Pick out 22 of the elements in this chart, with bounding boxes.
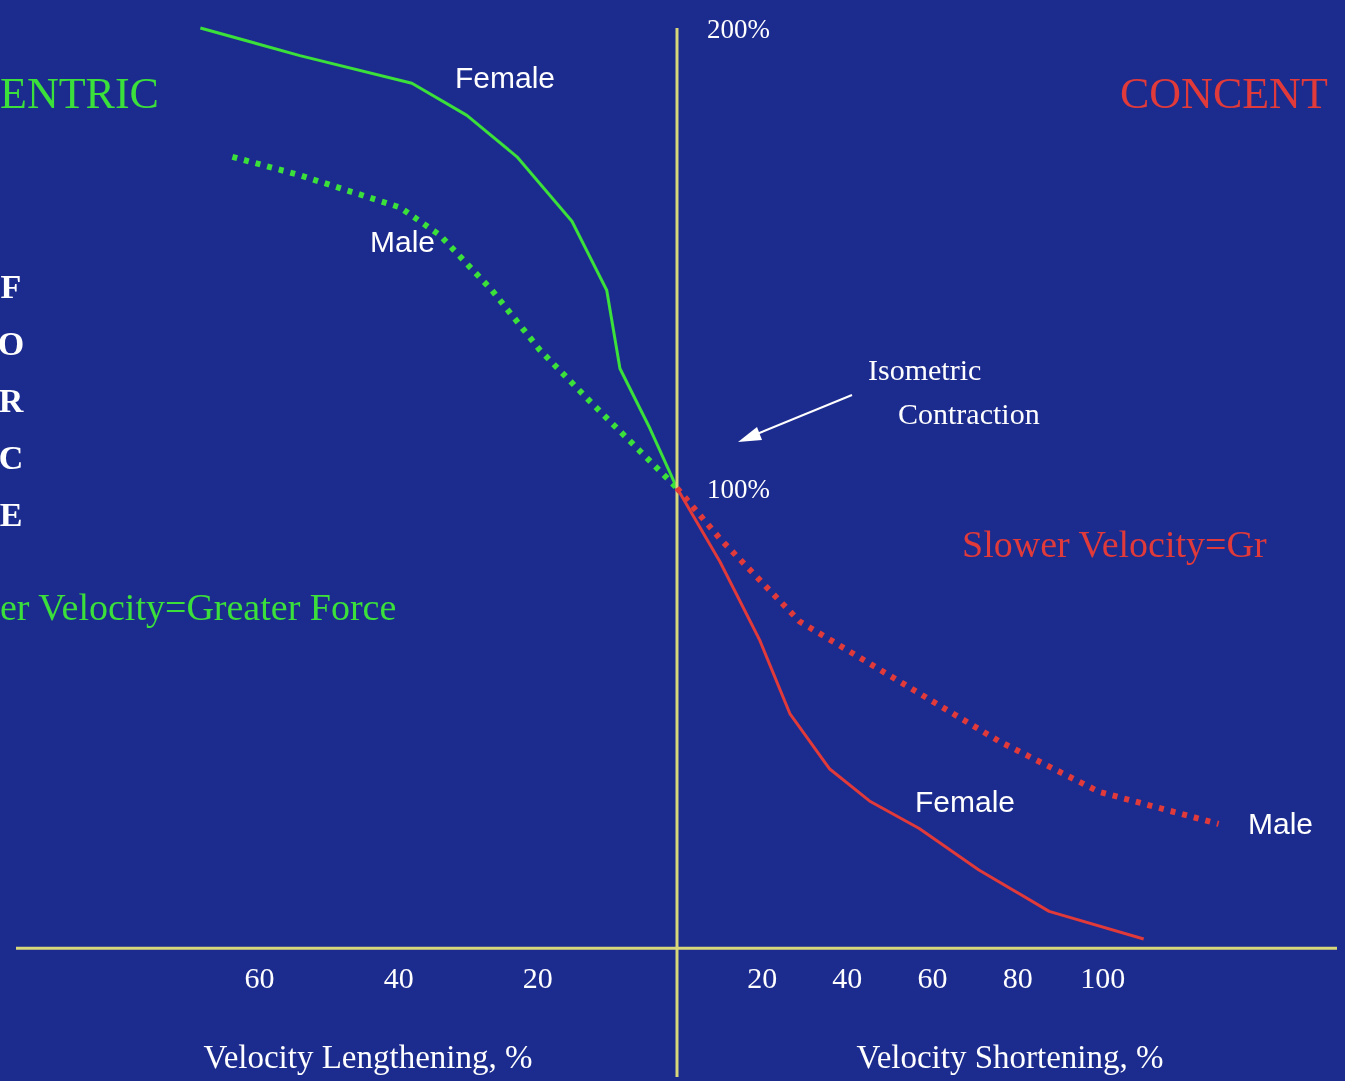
annotation: Isometric Contraction [868, 353, 1040, 430]
annotation: er Velocity=Greater Force [0, 586, 397, 628]
y-tick-label: 200% [707, 14, 770, 44]
text: ENTRIC [0, 69, 159, 118]
x-tick-label: 40 [832, 961, 863, 994]
x-tick-label: 100 [1080, 961, 1126, 994]
x-axis-title: Velocity Shortening, % [856, 1039, 1164, 1075]
series-label: Female [455, 61, 556, 94]
x-tick-label: 20 [747, 961, 778, 994]
x-tick-label: 40 [383, 961, 414, 994]
text: CONCENT [1120, 69, 1328, 118]
series-label: Male [370, 225, 436, 258]
x-axis-title: Velocity Lengthening, % [203, 1039, 533, 1075]
x-tick-label: 60 [244, 961, 275, 994]
annotation: Slower Velocity=Gr [962, 523, 1267, 565]
x-tick-label: 60 [917, 961, 948, 994]
series-label: Male [1248, 807, 1314, 840]
y-tick-label: 100% [707, 474, 770, 505]
x-tick-label: 20 [522, 961, 553, 994]
x-tick-label: 80 [1002, 961, 1033, 994]
series-label: Female [915, 785, 1016, 818]
y-axis-title: FORCE [0, 268, 25, 533]
